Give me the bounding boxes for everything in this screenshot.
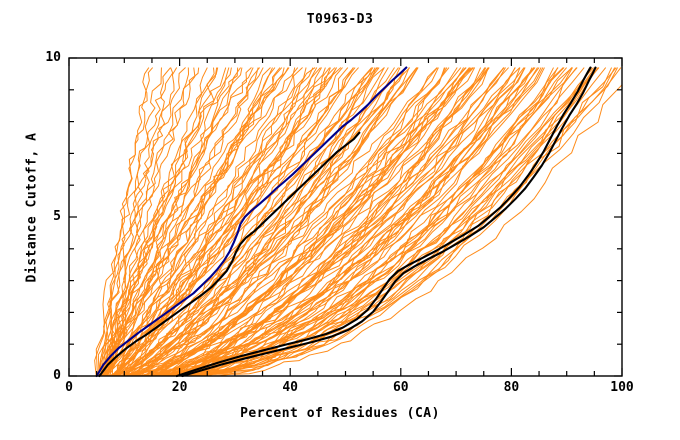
ensemble-curve (105, 67, 230, 377)
ensemble-curve (100, 67, 264, 377)
ensemble-curve (104, 67, 307, 377)
ensemble-curve (190, 67, 617, 377)
ensemble-curve (150, 67, 521, 377)
series-highlighted-model-black-upper (98, 131, 361, 378)
ensemble-curve (149, 67, 509, 377)
axes-frame (68, 57, 623, 377)
ensemble-curve (150, 67, 486, 377)
ensemble-curve (157, 67, 516, 377)
ensemble-curve (128, 67, 439, 377)
ensemble-curve (122, 67, 418, 377)
ensemble-curve (103, 67, 260, 377)
ensemble-curve (159, 67, 533, 377)
ensemble-curve (115, 67, 318, 377)
ensemble-curve (115, 67, 378, 377)
ensemble-curve (182, 67, 599, 377)
ensemble-curve (123, 67, 408, 377)
ensemble-curve (105, 67, 283, 377)
ensemble-curve (100, 67, 232, 377)
ensemble-curve (103, 67, 190, 377)
ensemble-curve (162, 67, 544, 377)
x-tick-label: 40 (282, 380, 299, 395)
ensemble-curve (169, 67, 577, 377)
ensemble-curve (120, 67, 399, 377)
ensemble-curve (98, 67, 227, 377)
y-tick-label: 10 (45, 50, 61, 65)
page-title: T0963-D3 (306, 12, 374, 27)
ensemble-curve (116, 67, 376, 377)
ensemble-curve (186, 67, 622, 377)
y-tick-label: 0 (53, 368, 61, 383)
ensemble-curve (135, 67, 438, 377)
ensemble-curve (100, 67, 259, 377)
ensemble-curve (115, 67, 379, 377)
ensemble-curve (124, 67, 343, 377)
ensemble-curve (116, 67, 314, 377)
y-tick-label: 5 (53, 209, 61, 224)
ensemble-curve (124, 67, 419, 377)
x-tick-label: 20 (171, 380, 188, 395)
series-highlighted-model-black-lower-b (181, 66, 597, 378)
ensemble-curve (116, 67, 374, 377)
highlight-curves (95, 66, 597, 378)
ensemble-curve (99, 67, 150, 377)
ensemble-curve (153, 67, 505, 377)
ensemble-curve (138, 67, 472, 377)
ensemble-curve (178, 67, 616, 377)
x-tick-label: 60 (392, 380, 409, 395)
ensemble-curve (104, 67, 171, 377)
ensemble-curve (97, 67, 254, 377)
ensemble-curve (100, 67, 281, 377)
series-highlighted-model-blue (95, 66, 408, 378)
ensemble-curve (106, 67, 289, 377)
y-axis-label: Distance Cutoff, A (24, 132, 40, 283)
x-tick-label: 100 (610, 380, 634, 395)
ensemble-curve (190, 67, 600, 377)
ensemble-curve (142, 67, 450, 377)
ensemble-curve (198, 67, 623, 377)
ensemble-curve (132, 67, 466, 377)
ensemble-curve (95, 67, 186, 377)
ensemble-curve (194, 67, 618, 377)
ensemble-curve (94, 67, 154, 377)
ensemble-curve (146, 67, 467, 377)
ensemble-curve (106, 67, 290, 377)
ensemble-curve (121, 67, 349, 377)
x-tick-label: 80 (503, 380, 520, 395)
ensemble-curve (100, 67, 162, 377)
ensemble-curve (102, 67, 299, 377)
ensemble-curve (164, 67, 525, 377)
ensemble-curve (104, 67, 321, 377)
ensemble-curve (109, 67, 337, 377)
x-tick-label: 0 (65, 380, 73, 395)
ensemble-curve (140, 67, 476, 377)
ensemble-curve (130, 67, 418, 377)
ensemble-curve (97, 67, 200, 377)
ensemble-curve (101, 67, 296, 377)
x-axis-label: Percent of Residues (CA) (240, 406, 440, 421)
ensemble-curve (114, 67, 354, 377)
series-highlighted-model-black-lower-a (175, 66, 592, 378)
ensemble-curve (108, 67, 342, 377)
ensemble-curve (133, 67, 458, 377)
ensemble-curve (107, 67, 218, 377)
ensemble-curve (147, 67, 470, 377)
